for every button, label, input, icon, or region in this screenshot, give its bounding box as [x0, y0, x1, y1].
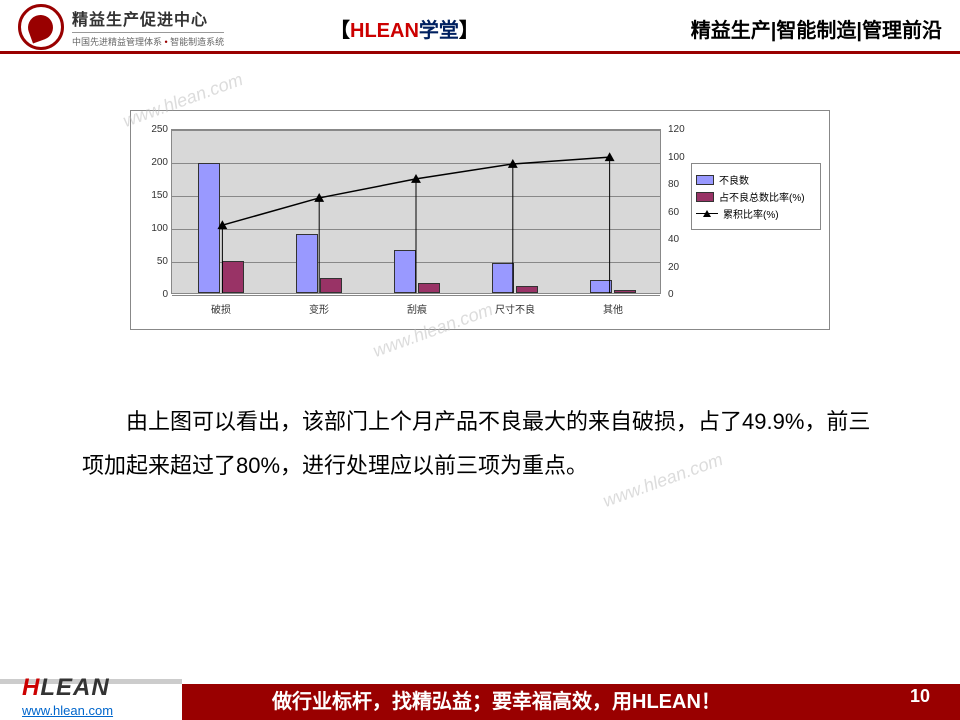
footer: 做行业标杆，找精弘益；要幸福高效，用HLEAN！ 10 HLEAN www.hl… — [0, 668, 960, 720]
page-number: 10 — [910, 678, 930, 714]
header-right-text: 精益生产|智能制造|管理前沿 — [691, 14, 942, 43]
chart-legend: 不良数 占不良总数比率(%) 累积比率(%) — [691, 163, 821, 230]
legend-item-1: 不良数 — [719, 172, 749, 187]
footer-url[interactable]: www.hlean.com — [22, 703, 113, 718]
logo-icon — [18, 4, 64, 50]
logo-subtitle: 中国先进精益管理体系 • 智能制造系统 — [72, 32, 224, 48]
header: 精益生产促进中心 中国先进精益管理体系 • 智能制造系统 【HLEAN学堂】 精… — [0, 0, 960, 54]
pareto-chart: 050100150200250020406080100120破损变形刮痕尺寸不良… — [130, 110, 830, 330]
legend-item-3: 累积比率(%) — [723, 206, 779, 221]
footer-slogan: 做行业标杆，找精弘益；要幸福高效，用HLEAN！ 10 — [182, 684, 960, 720]
logo-title: 精益生产促进中心 — [72, 6, 224, 30]
legend-item-2: 占不良总数比率(%) — [719, 189, 805, 204]
header-center-title: 【HLEAN学堂】 — [330, 14, 479, 43]
footer-logo: HLEAN — [22, 674, 110, 702]
analysis-paragraph: 由上图可以看出，该部门上个月产品不良最大的来自破损，占了49.9%，前三项加起来… — [82, 400, 882, 488]
logo-area: 精益生产促进中心 中国先进精益管理体系 • 智能制造系统 — [18, 4, 224, 50]
